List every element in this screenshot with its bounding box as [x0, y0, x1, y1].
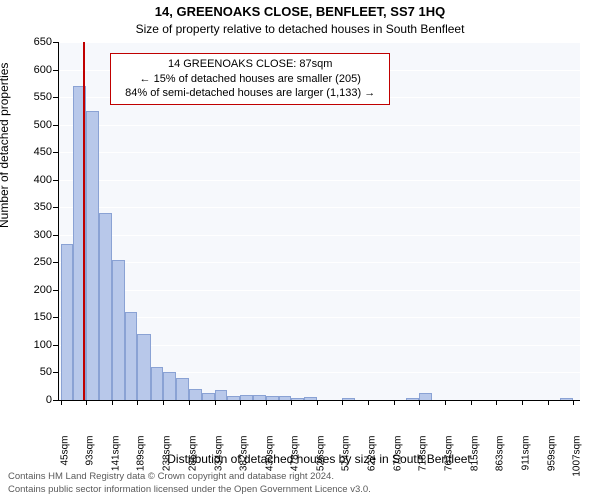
x-tick-label: 767sqm: [444, 436, 455, 486]
chart-container: { "title": "14, GREENOAKS CLOSE, BENFLEE…: [0, 0, 600, 500]
gridline: [58, 180, 580, 181]
x-tick-label: 622sqm: [367, 436, 378, 486]
x-tick-label: 93sqm: [85, 436, 96, 486]
x-tick-mark: [522, 400, 523, 405]
chart-subtitle: Size of property relative to detached ho…: [0, 22, 600, 36]
x-tick-mark: [291, 400, 292, 405]
x-tick-label: 911sqm: [520, 436, 531, 486]
x-tick-label: 574sqm: [341, 436, 352, 486]
histogram-bar: [99, 213, 112, 400]
annotation-line: 84% of semi-detached houses are larger (…: [117, 86, 383, 101]
gridline: [58, 235, 580, 236]
x-tick-mark: [137, 400, 138, 405]
histogram-bar: [86, 111, 99, 400]
x-tick-label: 959sqm: [546, 436, 557, 486]
x-tick-mark: [86, 400, 87, 405]
y-tick-label: 100: [24, 339, 52, 351]
x-tick-mark: [548, 400, 549, 405]
reference-line: [83, 42, 85, 400]
histogram-bar: [61, 244, 74, 400]
y-tick-label: 250: [24, 256, 52, 268]
x-tick-mark: [368, 400, 369, 405]
x-tick-label: 526sqm: [315, 436, 326, 486]
histogram-bar: [202, 393, 215, 400]
histogram-bar: [137, 334, 150, 400]
x-axis-spine: [58, 400, 580, 401]
gridline: [58, 125, 580, 126]
y-tick-label: 600: [24, 64, 52, 76]
y-tick-label: 150: [24, 311, 52, 323]
x-tick-mark: [61, 400, 62, 405]
x-tick-label: 382sqm: [239, 436, 250, 486]
x-tick-mark: [419, 400, 420, 405]
x-tick-label: 863sqm: [495, 436, 506, 486]
x-tick-mark: [342, 400, 343, 405]
y-tick-label: 550: [24, 91, 52, 103]
x-tick-label: 478sqm: [290, 436, 301, 486]
x-tick-mark: [317, 400, 318, 405]
y-tick-label: 300: [24, 229, 52, 241]
annotation-line: 14 GREENOAKS CLOSE: 87sqm: [117, 57, 383, 72]
x-tick-label: 238sqm: [162, 436, 173, 486]
x-tick-mark: [163, 400, 164, 405]
x-tick-label: 286sqm: [188, 436, 199, 486]
gridline: [58, 42, 580, 43]
x-tick-label: 141sqm: [110, 436, 121, 486]
x-tick-mark: [215, 400, 216, 405]
x-tick-label: 189sqm: [136, 436, 147, 486]
x-tick-mark: [496, 400, 497, 405]
gridline: [58, 290, 580, 291]
footer-line-2: Contains public sector information licen…: [8, 484, 371, 496]
chart-title: 14, GREENOAKS CLOSE, BENFLEET, SS7 1HQ: [0, 4, 600, 19]
x-tick-mark: [471, 400, 472, 405]
histogram-bar: [112, 260, 125, 400]
histogram-bar: [189, 389, 202, 400]
y-tick-label: 650: [24, 36, 52, 48]
y-tick-label: 500: [24, 119, 52, 131]
y-tick-label: 0: [24, 394, 52, 406]
histogram-bar: [163, 372, 176, 400]
histogram-bar: [215, 390, 228, 400]
y-axis-label: Number of detached properties: [0, 212, 11, 228]
gridline: [58, 152, 580, 153]
x-tick-label: 670sqm: [392, 436, 403, 486]
x-tick-mark: [573, 400, 574, 405]
x-tick-mark: [266, 400, 267, 405]
x-tick-label: 45sqm: [59, 436, 70, 486]
x-tick-label: 718sqm: [418, 436, 429, 486]
x-tick-mark: [240, 400, 241, 405]
x-tick-label: 334sqm: [213, 436, 224, 486]
histogram-bar: [419, 393, 432, 400]
gridline: [58, 207, 580, 208]
x-tick-mark: [189, 400, 190, 405]
x-tick-label: 1007sqm: [572, 436, 583, 486]
y-tick-label: 350: [24, 201, 52, 213]
histogram-bar: [176, 378, 189, 400]
x-tick-mark: [112, 400, 113, 405]
gridline: [58, 262, 580, 263]
y-tick-label: 400: [24, 174, 52, 186]
x-tick-label: 430sqm: [264, 436, 275, 486]
histogram-bar: [151, 367, 164, 400]
x-tick-mark: [445, 400, 446, 405]
x-tick-label: 815sqm: [469, 436, 480, 486]
y-axis-spine: [58, 42, 59, 400]
y-tick-label: 450: [24, 146, 52, 158]
y-tick-label: 50: [24, 366, 52, 378]
x-tick-mark: [394, 400, 395, 405]
annotation-callout: 14 GREENOAKS CLOSE: 87sqm← 15% of detach…: [110, 53, 390, 106]
y-tick-label: 200: [24, 284, 52, 296]
annotation-line: ← 15% of detached houses are smaller (20…: [117, 72, 383, 87]
histogram-bar: [125, 312, 138, 400]
